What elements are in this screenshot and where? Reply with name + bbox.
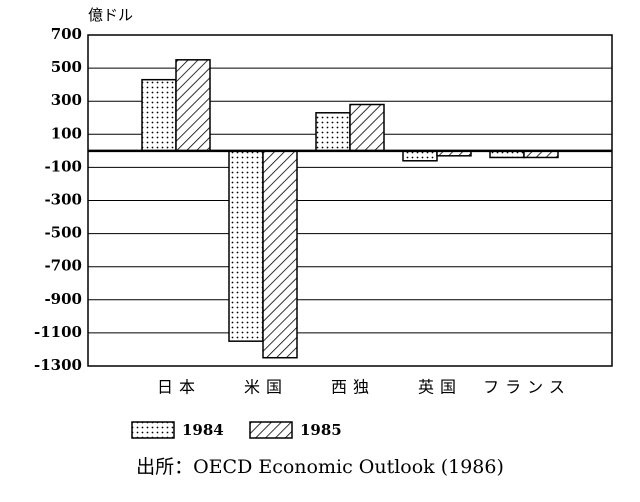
bar — [175, 59, 211, 152]
plot-frame — [87, 34, 613, 367]
y-tick-label: -500 — [44, 224, 82, 242]
legend-swatch — [131, 421, 175, 439]
bar — [262, 150, 298, 359]
y-axis-label: 億ドル — [88, 6, 133, 24]
y-tick-label: 300 — [51, 91, 82, 109]
y-tick-label: 100 — [51, 124, 82, 142]
x-tick-label: フランス — [483, 378, 571, 397]
bar — [315, 112, 351, 152]
y-tick-label: -700 — [44, 257, 82, 275]
bar — [141, 78, 177, 152]
y-tick-label: -1300 — [34, 356, 82, 374]
x-tick-label: 日本 — [157, 378, 201, 397]
legend-label: 1984 — [182, 421, 224, 439]
y-tick-label: -1100 — [34, 323, 82, 341]
y-tick-label: -300 — [44, 191, 82, 209]
x-tick-label: 英国 — [418, 378, 462, 397]
x-tick-label: 西独 — [331, 378, 375, 397]
bar — [228, 150, 264, 342]
y-tick-label: -100 — [44, 157, 82, 175]
bar — [402, 150, 438, 162]
y-tick-label: 500 — [51, 58, 82, 76]
x-tick-label: 米国 — [244, 378, 288, 397]
source: 出所：OECD Economic Outlook (1986) — [136, 456, 504, 478]
y-tick-label: -900 — [44, 290, 82, 308]
legend-label: 1985 — [300, 421, 342, 439]
legend-swatch — [249, 421, 293, 439]
y-tick-label: 700 — [51, 25, 82, 43]
bar — [349, 103, 385, 152]
